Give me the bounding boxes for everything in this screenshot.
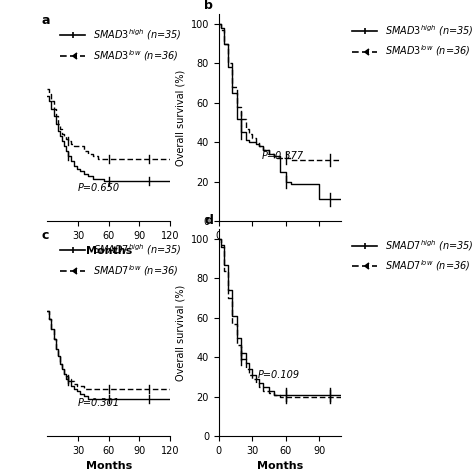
Text: P=0.109: P=0.109 [258,370,300,380]
Legend: $\it{SMAD7}$$^{\mathregular{high}}$ (n=35), $\it{SMAD7}$$^{\mathregular{low}}$ (: $\it{SMAD7}$$^{\mathregular{high}}$ (n=3… [348,234,474,277]
X-axis label: Months: Months [257,246,303,256]
Text: b: b [204,0,213,12]
Text: c: c [41,229,49,242]
X-axis label: Months: Months [257,461,303,471]
Text: P=0.377: P=0.377 [262,151,304,161]
Y-axis label: Overall survival (%): Overall survival (%) [175,284,185,381]
Legend: $\it{SMAD7}$$^{\mathregular{high}}$ (n=35), $\it{SMAD7}$$^{\mathregular{low}}$ (: $\it{SMAD7}$$^{\mathregular{high}}$ (n=3… [56,238,185,282]
Y-axis label: Overall survival (%): Overall survival (%) [175,70,185,166]
Text: a: a [41,14,50,27]
X-axis label: Months: Months [85,246,132,256]
Text: P=0.650: P=0.650 [78,183,120,193]
Legend: $\it{SMAD3}$$^{\mathregular{high}}$ (n=35), $\it{SMAD3}$$^{\mathregular{low}}$ (: $\it{SMAD3}$$^{\mathregular{high}}$ (n=3… [348,19,474,62]
Text: P=0.301: P=0.301 [78,398,120,408]
Text: d: d [204,214,213,227]
X-axis label: Months: Months [85,461,132,471]
Legend: $\it{SMAD3}$$^{\mathregular{high}}$ (n=35), $\it{SMAD3}$$^{\mathregular{low}}$ (: $\it{SMAD3}$$^{\mathregular{high}}$ (n=3… [56,24,185,67]
